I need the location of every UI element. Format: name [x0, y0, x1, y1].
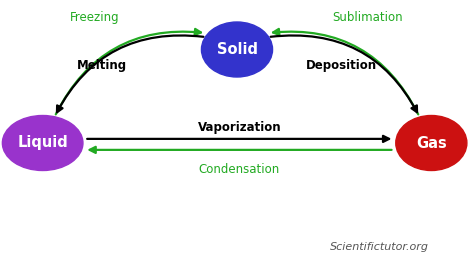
Ellipse shape [2, 116, 83, 170]
Text: Scientifictutor.org: Scientifictutor.org [330, 243, 428, 252]
Ellipse shape [201, 22, 273, 77]
Text: Sublimation: Sublimation [332, 11, 402, 24]
Text: Deposition: Deposition [306, 59, 377, 73]
Text: Liquid: Liquid [17, 136, 68, 150]
Text: Solid: Solid [217, 42, 257, 57]
Text: Condensation: Condensation [199, 163, 280, 176]
Text: Melting: Melting [77, 59, 127, 73]
Text: Freezing: Freezing [70, 11, 119, 24]
Ellipse shape [396, 116, 467, 170]
Text: Gas: Gas [416, 136, 447, 150]
Text: Vaporization: Vaporization [198, 121, 281, 134]
